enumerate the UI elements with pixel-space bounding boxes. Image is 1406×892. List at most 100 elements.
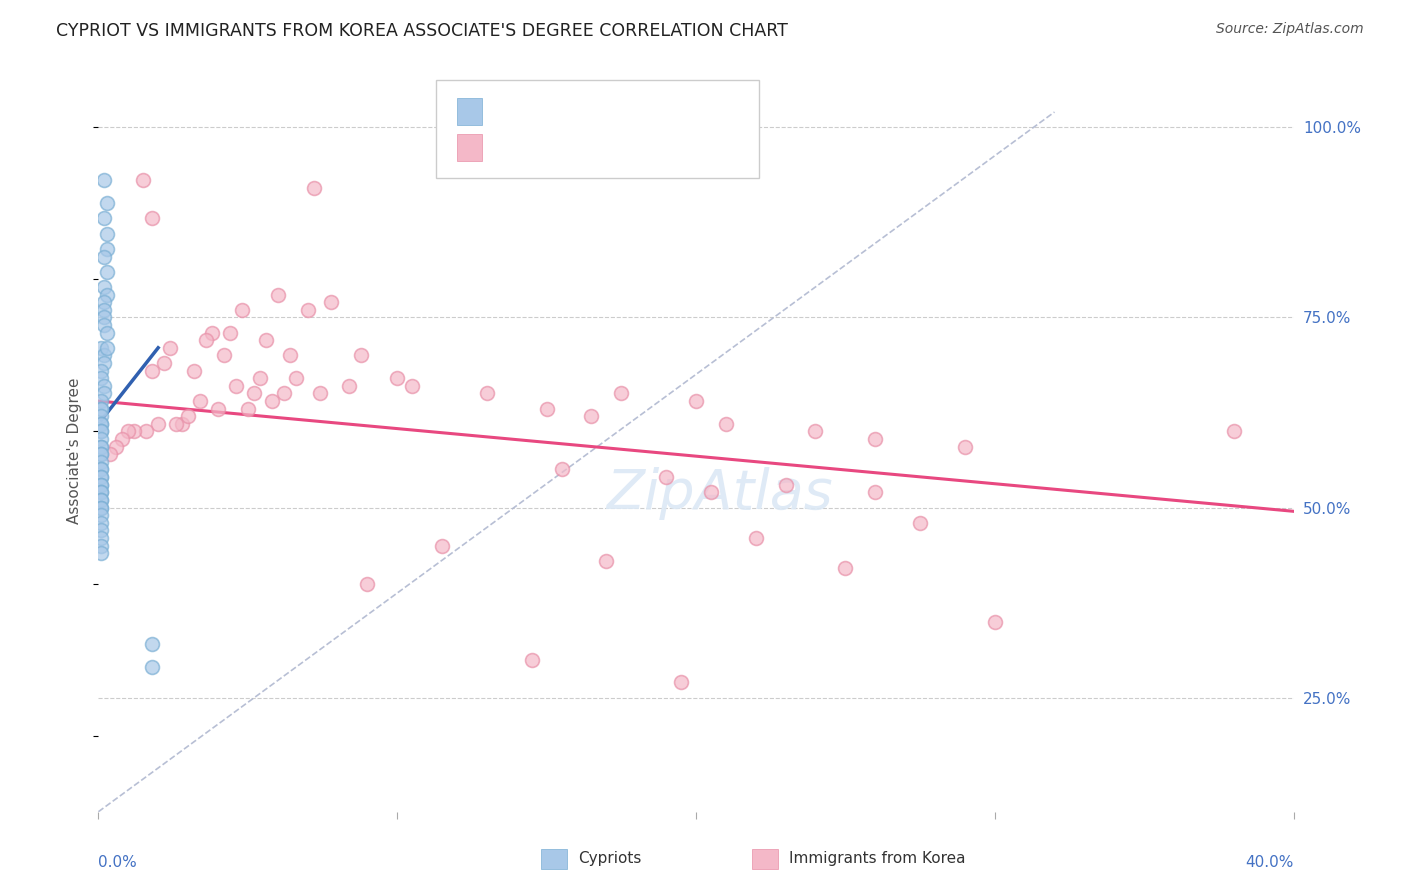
Point <box>308 386 330 401</box>
Point <box>117 425 139 439</box>
Point <box>159 341 181 355</box>
Point <box>93 302 115 317</box>
Point <box>93 318 115 332</box>
Point <box>254 333 277 347</box>
Point <box>90 500 112 515</box>
Point <box>90 546 112 560</box>
Point <box>96 326 118 340</box>
Point <box>475 386 498 401</box>
Point <box>141 637 163 651</box>
Point <box>865 432 887 446</box>
Point <box>96 265 118 279</box>
Point <box>90 341 112 355</box>
Point <box>302 181 325 195</box>
Point <box>90 417 112 431</box>
Point <box>201 326 224 340</box>
Point <box>90 417 112 431</box>
Point <box>90 363 112 377</box>
Point <box>714 417 737 431</box>
Point <box>984 615 1007 629</box>
Point <box>90 462 112 476</box>
Point <box>908 516 931 530</box>
Point <box>93 173 115 187</box>
Point <box>655 470 678 484</box>
Point <box>90 470 112 484</box>
Point <box>536 401 558 416</box>
Point <box>93 356 115 370</box>
Point <box>93 295 115 310</box>
Text: N =: N = <box>595 104 624 119</box>
Point <box>260 394 283 409</box>
Point <box>93 379 115 393</box>
Point <box>90 425 112 439</box>
Text: Source: ZipAtlas.com: Source: ZipAtlas.com <box>1216 22 1364 37</box>
Point <box>135 425 157 439</box>
Text: N =: N = <box>612 140 641 154</box>
Point <box>90 440 112 454</box>
Point <box>581 409 603 424</box>
Point <box>90 485 112 500</box>
Point <box>430 539 453 553</box>
Point <box>141 363 163 377</box>
Text: 56: 56 <box>634 104 655 119</box>
Point <box>231 302 253 317</box>
Point <box>90 470 112 484</box>
Point <box>745 531 768 545</box>
Point <box>148 417 170 431</box>
Point <box>105 440 128 454</box>
Point <box>953 440 976 454</box>
Point <box>90 447 112 461</box>
Point <box>111 432 134 446</box>
Point <box>385 371 409 385</box>
Point <box>90 409 112 424</box>
Point <box>93 386 115 401</box>
Point <box>90 485 112 500</box>
Point <box>177 409 200 424</box>
Point <box>90 508 112 522</box>
Point <box>865 485 887 500</box>
Point <box>700 485 723 500</box>
Point <box>273 386 295 401</box>
Text: CYPRIOT VS IMMIGRANTS FROM KOREA ASSOCIATE'S DEGREE CORRELATION CHART: CYPRIOT VS IMMIGRANTS FROM KOREA ASSOCIA… <box>56 22 789 40</box>
Text: Cypriots: Cypriots <box>578 852 641 866</box>
Point <box>550 462 572 476</box>
Point <box>267 287 290 301</box>
Point <box>90 492 112 507</box>
Point <box>183 363 205 377</box>
Point <box>90 539 112 553</box>
Point <box>96 242 118 256</box>
Point <box>96 341 118 355</box>
Point <box>124 425 146 439</box>
Point <box>236 401 259 416</box>
Text: 40.0%: 40.0% <box>1246 855 1294 870</box>
Point <box>90 492 112 507</box>
Point <box>804 425 827 439</box>
Point <box>90 394 112 409</box>
Point <box>195 333 218 347</box>
Point <box>356 576 378 591</box>
Text: 0.160: 0.160 <box>533 104 581 119</box>
Point <box>90 531 112 545</box>
Point <box>834 561 856 575</box>
Point <box>284 371 307 385</box>
Point <box>225 379 247 393</box>
Text: R =: R = <box>494 140 522 154</box>
Point <box>669 675 692 690</box>
Text: -0.260: -0.260 <box>536 140 591 154</box>
Point <box>141 211 163 226</box>
Point <box>96 196 118 211</box>
Point <box>685 394 707 409</box>
Point <box>90 425 112 439</box>
Point <box>212 348 235 362</box>
Point <box>98 447 122 461</box>
Point <box>90 524 112 538</box>
Text: Immigrants from Korea: Immigrants from Korea <box>789 852 966 866</box>
Point <box>93 211 115 226</box>
Y-axis label: Associate's Degree: Associate's Degree <box>67 377 83 524</box>
Point <box>93 348 115 362</box>
Point <box>90 500 112 515</box>
Point <box>90 455 112 469</box>
Point <box>520 652 543 666</box>
Point <box>96 227 118 241</box>
Point <box>93 250 115 264</box>
